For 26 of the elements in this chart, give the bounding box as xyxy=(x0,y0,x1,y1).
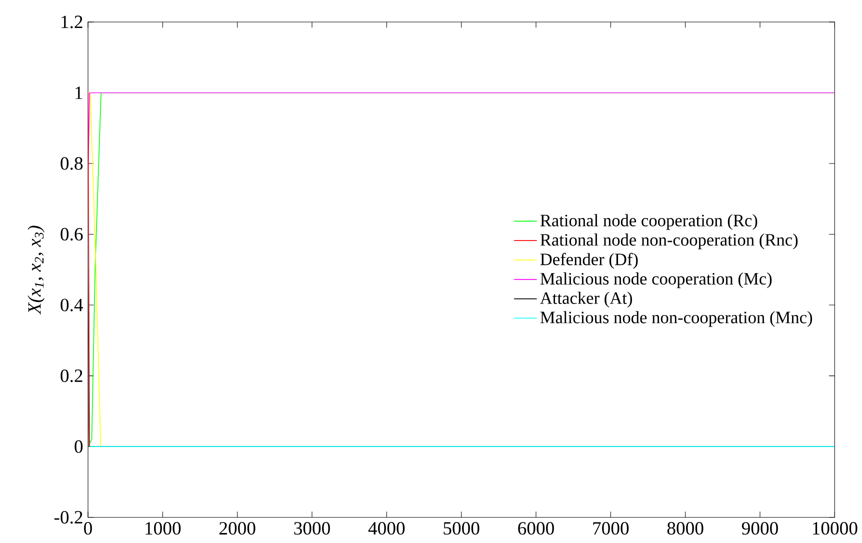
x-tick-label: 8000 xyxy=(667,522,704,535)
x-tick-label: 4000 xyxy=(368,522,405,535)
legend-label: Attacker (At) xyxy=(540,292,632,308)
y-tick-label: 0.2 xyxy=(60,369,82,382)
y-tick-label: -0.2 xyxy=(54,510,82,524)
y-tick-label: 1 xyxy=(76,86,82,99)
y-tick-label: 0.4 xyxy=(60,298,84,312)
x-tick-label: 7000 xyxy=(593,522,629,535)
x-tick-label: 0 xyxy=(84,522,92,535)
y-tick-label: 0.6 xyxy=(60,228,83,241)
x-tick-label: 6000 xyxy=(518,522,554,535)
legend-label: Rational node non-cooperation (Rnc) xyxy=(540,234,798,250)
legend-label: Defender (Df) xyxy=(540,252,638,269)
y-tick-label: 1.2 xyxy=(62,16,82,28)
x-tick-label: 3000 xyxy=(294,522,330,535)
y-tick-label: 0.8 xyxy=(60,157,83,170)
legend-label: Rational node cooperation (Rc) xyxy=(540,214,758,230)
legend-label: Malicious node cooperation (Mc) xyxy=(540,272,772,288)
x-tick-label: 2000 xyxy=(219,522,256,535)
x-tick-label: 9000 xyxy=(742,522,778,535)
legend-label: Malicious node non-cooperation (Mnc) xyxy=(540,311,812,327)
y-axis-title: X(x$_{1}$, x$_{2}$, x$_{3}$) xyxy=(28,226,45,315)
y-tick-label: 0 xyxy=(74,440,83,453)
x-tick-label: 5000 xyxy=(444,522,480,535)
x-tick-label: 1000 xyxy=(146,522,181,535)
x-tick-label: 10000 xyxy=(812,522,858,535)
